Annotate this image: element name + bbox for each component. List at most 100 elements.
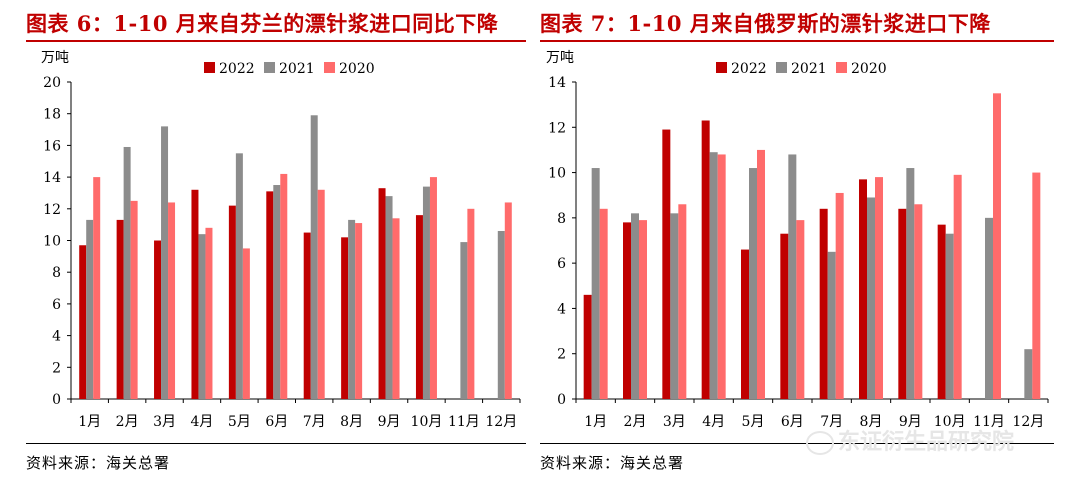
wechat-icon (806, 431, 834, 455)
bar-2022-4 (701, 120, 710, 399)
legend-label-2021: 2021 (791, 61, 827, 77)
source-label: 资料来源：海关总署 (540, 454, 685, 472)
bar-2021-6 (788, 154, 797, 399)
legend-label-2021: 2021 (279, 61, 315, 77)
bar-chart-russia: 万吨 0 2 4 6 8 10 12 14 1月 2月 3月 4月 5月 6月 7月 8月 9月 10月 11月 12月… (546, 50, 1049, 430)
x-tick-label: 5月 (228, 414, 251, 430)
bar-2022-6 (266, 191, 274, 399)
bar-2022-8 (341, 237, 349, 399)
title-rule (26, 40, 526, 42)
x-tick-label: 2月 (624, 414, 647, 430)
bar-2020-10 (429, 177, 437, 399)
bar-2021-1 (591, 168, 600, 399)
bar-2022-5 (228, 205, 236, 399)
y-tick-label: 2 (557, 347, 566, 363)
x-tick-label: 11月 (973, 414, 1005, 430)
bar-2020-9 (914, 204, 923, 399)
bar-2020-11 (467, 208, 475, 399)
chart-panel-finland: 图表 6：1-10 月来自芬兰的漂针浆进口同比下降 万吨 0 2 4 6 8 10 12 14 1… (26, 0, 526, 487)
y-tick-label: 8 (557, 211, 566, 227)
bar-2022-8 (859, 179, 867, 399)
legend-label-2022: 2022 (731, 61, 767, 77)
y-tick-label: 8 (52, 265, 61, 281)
x-tick-label: 6月 (265, 414, 288, 430)
legend-swatch-2022 (716, 62, 727, 73)
chart-panel-russia: 图表 7：1-10 月来自俄罗斯的漂针浆进口下降 万吨 0 2 4 6 8 10 12 14 1月… (540, 0, 1054, 487)
bar-2021-12 (497, 230, 505, 399)
y-tick-label: 2 (52, 360, 61, 376)
y-tick-label: 16 (43, 138, 61, 154)
legend-swatch-2020 (836, 62, 847, 73)
x-tick-label: 4月 (190, 414, 213, 430)
bar-2022-9 (378, 188, 386, 399)
bar-2020-12 (1032, 172, 1041, 399)
x-tick-label: 8月 (340, 414, 363, 430)
x-tick-label: 10月 (934, 414, 966, 430)
x-tick-label: 1月 (78, 414, 101, 430)
y-unit-label: 万吨 (546, 50, 574, 66)
bar-2020-1 (93, 177, 101, 399)
bottom-rule (540, 443, 1054, 444)
x-tick-label: 7月 (820, 414, 843, 430)
bar-2020-5 (242, 248, 250, 399)
bar-2020-9 (392, 218, 400, 399)
bar-2020-3 (168, 202, 176, 399)
bar-2022-10 (937, 224, 946, 399)
bar-2021-9 (385, 196, 393, 399)
bar-2020-6 (280, 173, 288, 399)
x-tick-label: 12月 (485, 414, 517, 430)
bar-2021-3 (670, 213, 679, 399)
bar-2021-7 (827, 251, 836, 399)
watermark: 东证衍生品研究院 (806, 424, 1014, 456)
source-label: 资料来源：海关总署 (26, 454, 171, 472)
x-tick-label: 4月 (702, 414, 725, 430)
bar-2021-7 (310, 115, 318, 399)
x-tick-label: 7月 (303, 414, 326, 430)
y-tick-label: 6 (557, 256, 566, 272)
y-tick-label: 14 (548, 75, 566, 91)
legend-label-2020: 2020 (339, 61, 375, 77)
x-tick-label: 9月 (899, 414, 922, 430)
bar-2020-4 (205, 227, 213, 399)
bar-chart-finland: 万吨 0 2 4 6 8 10 12 14 16 18 20 1月 2月 3月 4月 5月 6月 7月 8月 9月 10月… (41, 50, 521, 430)
bar-2022-7 (819, 208, 828, 399)
bar-2021-8 (867, 197, 875, 399)
bar-2020-7 (317, 189, 325, 399)
y-tick-label: 12 (548, 120, 566, 136)
y-unit-label: 万吨 (41, 50, 69, 66)
legend-swatch-2022 (204, 62, 215, 73)
bar-2021-10 (945, 233, 954, 399)
x-tick-label: 6月 (781, 414, 804, 430)
y-tick-label: 6 (52, 297, 61, 313)
legend-swatch-2021 (264, 62, 275, 73)
bar-2022-9 (898, 208, 907, 399)
bar-2022-7 (303, 232, 311, 399)
y-tick-label: 20 (43, 75, 61, 91)
bar-2021-8 (348, 219, 356, 399)
bar-2021-11 (460, 242, 468, 399)
bar-2020-11 (993, 93, 1001, 400)
bar-2020-1 (599, 208, 608, 399)
x-tick-label: 9月 (378, 414, 401, 430)
bar-2021-5 (235, 153, 243, 399)
y-tick-label: 0 (557, 392, 566, 408)
x-tick-label: 11月 (448, 414, 480, 430)
bar-2021-4 (198, 234, 206, 399)
bar-2022-3 (662, 129, 671, 400)
x-tick-label: 10月 (411, 414, 443, 430)
bar-2021-11 (985, 217, 993, 399)
y-tick-label: 4 (557, 301, 566, 317)
bar-2022-2 (623, 222, 631, 399)
bar-2022-1 (79, 245, 87, 399)
y-tick-label: 4 (52, 329, 61, 345)
x-tick-label: 2月 (116, 414, 139, 430)
bar-2020-4 (717, 154, 726, 399)
bar-2021-1 (86, 219, 94, 399)
bar-2022-10 (415, 215, 423, 399)
x-tick-label: 3月 (663, 414, 686, 430)
bar-2020-12 (504, 202, 512, 399)
bar-2021-9 (906, 168, 915, 399)
title-rule (540, 40, 1054, 42)
x-tick-label: 3月 (153, 414, 176, 430)
legend-label-2020: 2020 (851, 61, 887, 77)
